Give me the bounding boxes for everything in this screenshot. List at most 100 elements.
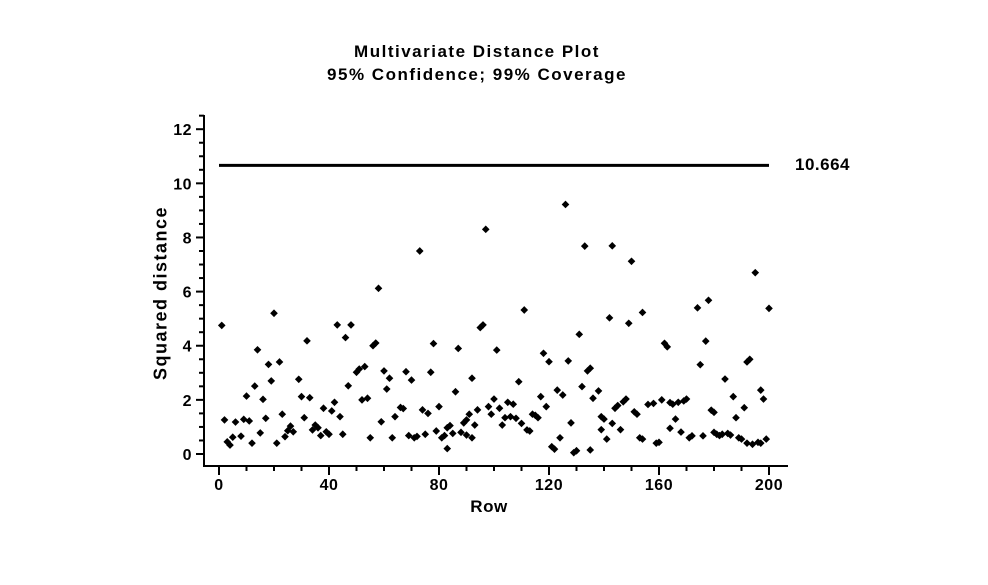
data-point [338, 430, 347, 439]
data-point [358, 396, 366, 404]
data-point [424, 409, 432, 418]
data-point [512, 414, 520, 423]
data-point [616, 425, 625, 434]
data-point [561, 200, 570, 209]
data-point [481, 225, 490, 234]
data-point [743, 439, 751, 447]
data-point [275, 358, 284, 366]
data-point [564, 357, 573, 365]
data-point [580, 242, 589, 250]
data-point [558, 391, 567, 399]
data-point [556, 433, 564, 442]
data-point [333, 321, 342, 329]
data-point [336, 412, 344, 421]
y-axis-label: Squared distance [150, 205, 171, 381]
x-axis-label: Row [470, 497, 508, 516]
data-point [539, 349, 548, 358]
data-point [624, 319, 633, 328]
data-point [765, 304, 773, 313]
data-point [421, 430, 430, 439]
data-point [220, 416, 229, 424]
data-point [248, 439, 256, 447]
data-point [704, 296, 713, 305]
data-point [303, 337, 311, 345]
data-point [586, 446, 595, 454]
data-point [762, 435, 771, 443]
data-point [602, 435, 611, 443]
data-point [391, 412, 399, 421]
y-tick-label: 12 [173, 122, 192, 139]
data-point [294, 375, 303, 384]
data-point [242, 392, 251, 400]
data-point [696, 360, 705, 369]
data-point [468, 374, 476, 383]
data-point [341, 333, 350, 342]
data-point [259, 395, 267, 404]
data-point [305, 393, 314, 402]
y-tick-label: 10 [173, 176, 192, 193]
data-point [520, 306, 529, 314]
data-point [426, 368, 435, 377]
data-point [487, 410, 496, 419]
data-point [627, 257, 636, 266]
x-tick-label: 80 [430, 477, 449, 494]
data-point [545, 357, 553, 366]
data-point [451, 387, 460, 396]
data-point [270, 309, 278, 318]
data-point [594, 387, 603, 395]
data-point [701, 337, 710, 345]
data-point [256, 429, 265, 437]
data-point [261, 414, 270, 423]
data-point [231, 418, 240, 426]
data-point [751, 268, 760, 277]
data-point [575, 330, 584, 339]
data-point [589, 394, 597, 403]
data-point [363, 394, 372, 403]
data-point [567, 419, 575, 427]
data-point [473, 406, 482, 414]
data-point [649, 399, 658, 408]
data-point [330, 398, 339, 407]
data-point [490, 395, 498, 403]
data-point [380, 367, 388, 375]
data-point [514, 377, 523, 386]
data-point [470, 421, 479, 429]
data-point [382, 385, 391, 393]
data-point [226, 441, 234, 449]
data-point [366, 433, 375, 442]
y-tick-label: 2 [183, 393, 192, 410]
data-point [501, 413, 509, 422]
y-tick-label: 4 [183, 339, 192, 356]
data-point [377, 417, 386, 426]
data-point [435, 402, 443, 411]
data-point [740, 403, 749, 412]
data-point [605, 314, 614, 322]
data-point [407, 376, 416, 384]
data-point [693, 304, 702, 312]
x-tick-label: 120 [535, 477, 563, 494]
data-point [729, 392, 738, 401]
data-point [316, 431, 325, 440]
data-point [498, 421, 507, 429]
data-point [264, 360, 273, 369]
data-point [344, 381, 353, 390]
data-point [677, 428, 685, 436]
data-point [297, 392, 306, 401]
data-point [506, 412, 515, 421]
data-point [517, 419, 526, 428]
chart-title: Multivariate Distance Plot [354, 42, 600, 61]
data-point [553, 386, 562, 394]
data-point [429, 339, 438, 348]
data-point [699, 432, 707, 440]
data-point [319, 404, 328, 413]
data-point [327, 407, 336, 415]
y-tick-label: 8 [183, 230, 192, 247]
data-point [239, 415, 248, 424]
data-point [597, 425, 606, 434]
data-point [536, 392, 545, 401]
data-point [671, 415, 680, 423]
data-point [495, 404, 504, 413]
data-point [732, 413, 740, 422]
